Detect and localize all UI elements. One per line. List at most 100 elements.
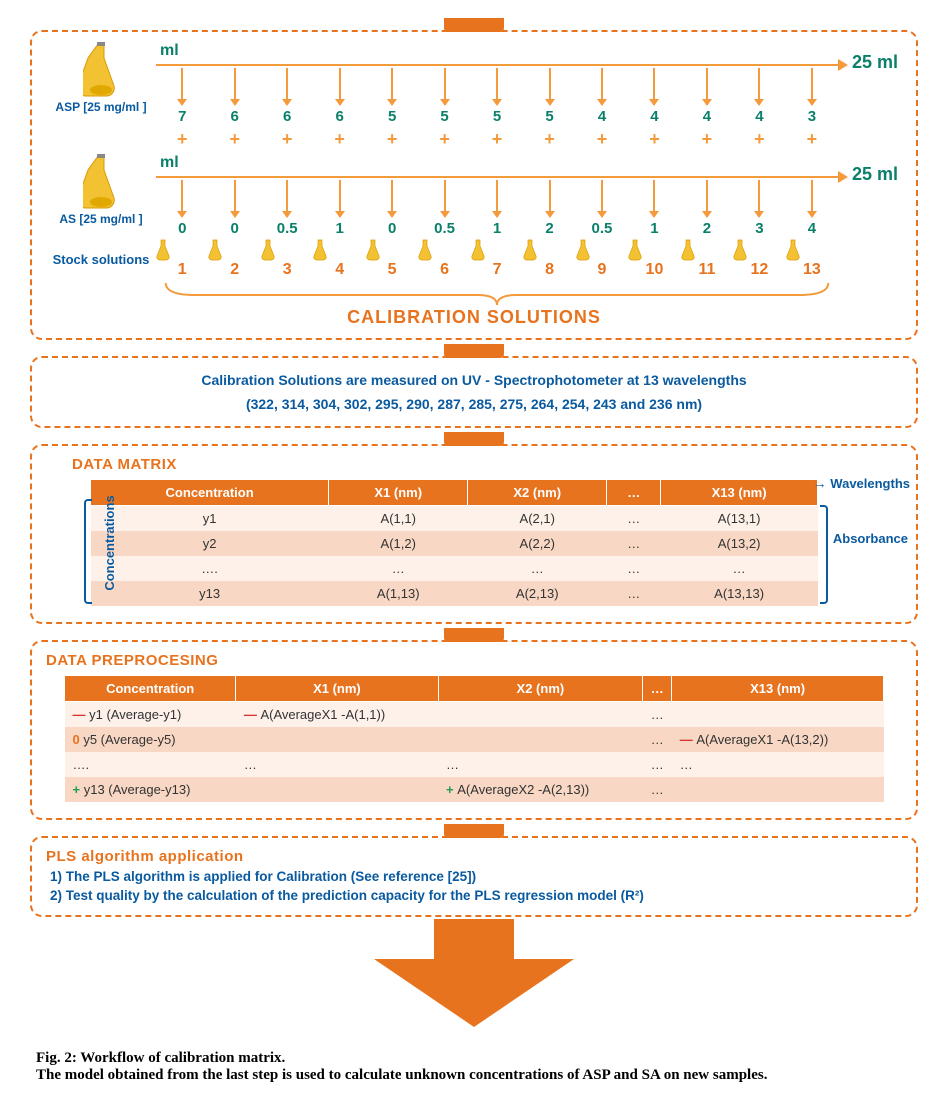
- endcap-1: 25 ml: [852, 52, 898, 73]
- bracket-right: [820, 505, 828, 604]
- prep-header: …: [643, 676, 672, 702]
- solution-number: 7: [471, 261, 523, 279]
- matrix-title: DATA MATRIX: [72, 456, 836, 473]
- value-cell: 0.5: [418, 180, 470, 237]
- value-cell: 0: [208, 180, 260, 237]
- asp-label: ASP [25 mg/ml ]: [46, 100, 156, 114]
- value-cell: 1: [628, 180, 680, 237]
- prep-header: X13 (nm): [672, 676, 884, 702]
- plus-signs: +++++++++++++: [156, 129, 838, 150]
- prep-header: X2 (nm): [438, 676, 643, 702]
- concentrations-label: Concentrations: [102, 495, 117, 590]
- plus-sign: +: [156, 129, 208, 150]
- uv-line2: (322, 314, 304, 302, 295, 290, 287, 285,…: [46, 392, 902, 416]
- plus-row: +++++++++++++: [46, 129, 902, 150]
- plus-sign: +: [786, 129, 838, 150]
- solution-number: 13: [786, 261, 838, 279]
- solution-numbers: 12345678910111213: [156, 261, 838, 279]
- value-cell: 6: [208, 68, 260, 125]
- prep-title: DATA PREPROCESING: [46, 652, 902, 669]
- value-cell: 0: [156, 180, 208, 237]
- mini-flask-icon: [366, 237, 418, 261]
- table-row: y13A(1,13)A(2,13)…A(13,13): [91, 581, 818, 606]
- plus-sign: +: [366, 129, 418, 150]
- table-row: 0 y5 (Average-y5)…— A(AverageX1 -A(13,2)…: [65, 727, 884, 752]
- plus-sign: +: [313, 129, 365, 150]
- asp-down-arrows: 7666555544443: [156, 68, 838, 125]
- brace: [156, 281, 838, 307]
- plus-sign: +: [471, 129, 523, 150]
- value-cell: 4: [576, 68, 628, 125]
- table-row: ….…………: [65, 752, 884, 777]
- solution-number: 11: [681, 261, 733, 279]
- absorbance-label: Absorbance: [833, 531, 908, 546]
- value-cell: 5: [471, 68, 523, 125]
- solution-number: 10: [628, 261, 680, 279]
- plus-sign: +: [628, 129, 680, 150]
- plus-sign: +: [418, 129, 470, 150]
- value-cell: 2: [681, 180, 733, 237]
- plus-sign: +: [576, 129, 628, 150]
- value-cell: 5: [523, 68, 575, 125]
- table-row: y1A(1,1)A(2,1)…A(13,1): [91, 506, 818, 532]
- matrix-header: …: [607, 480, 661, 506]
- flask-as-icon: [83, 154, 119, 210]
- value-cell: 1: [471, 180, 523, 237]
- plus-sign: +: [523, 129, 575, 150]
- uv-line1: Calibration Solutions are measured on UV…: [46, 368, 902, 392]
- value-cell: 5: [366, 68, 418, 125]
- matrix-header: Concentration: [91, 480, 329, 506]
- pls-panel: PLS algorithm application 1) The PLS alg…: [30, 836, 918, 917]
- caption-sub: The model obtained from the last step is…: [36, 1067, 767, 1083]
- as-row: AS [25 mg/ml ] Stock solutions ml 25 ml …: [46, 154, 902, 307]
- mini-flask-icon: [628, 237, 680, 261]
- value-cell: 0: [366, 180, 418, 237]
- mini-flask-icon: [786, 237, 838, 261]
- connector-1: [444, 344, 504, 358]
- table-row: — y1 (Average-y1)— A(AverageX1 -A(1,1))…: [65, 702, 884, 728]
- value-cell: 2: [523, 180, 575, 237]
- stock-label: Stock solutions: [46, 252, 156, 267]
- figure-caption: Fig. 2: Workflow of calibration matrix. …: [36, 1050, 918, 1084]
- as-down-arrows: 000.5100.5120.51234: [156, 180, 838, 237]
- solution-number: 6: [418, 261, 470, 279]
- solution-number: 9: [576, 261, 628, 279]
- value-cell: 5: [418, 68, 470, 125]
- value-cell: 6: [261, 68, 313, 125]
- mini-flask-icon: [418, 237, 470, 261]
- mini-flask-icon: [313, 237, 365, 261]
- solution-number: 8: [523, 261, 575, 279]
- calibration-panel: ASP [25 mg/ml ] ml 25 ml 7666555544443 +…: [30, 30, 918, 340]
- pls-line2: 2) Test quality by the calculation of th…: [50, 888, 902, 903]
- value-cell: 4: [786, 180, 838, 237]
- calibration-title: CALIBRATION SOLUTIONS: [46, 307, 902, 328]
- bracket-left: [84, 499, 92, 604]
- plus-sign: +: [681, 129, 733, 150]
- mini-flask-icon: [261, 237, 313, 261]
- prep-table: ConcentrationX1 (nm)X2 (nm)…X13 (nm)— y1…: [64, 675, 884, 802]
- matrix-header: X13 (nm): [661, 480, 818, 506]
- solution-number: 1: [156, 261, 208, 279]
- mini-flask-icon: [156, 237, 208, 261]
- matrix-table: ConcentrationX1 (nm)X2 (nm)…X13 (nm)y1A(…: [90, 479, 818, 606]
- solution-number: 3: [261, 261, 313, 279]
- asp-row: ASP [25 mg/ml ] ml 25 ml 7666555544443: [46, 42, 902, 125]
- plus-sign: +: [261, 129, 313, 150]
- big-down-arrow: [30, 919, 918, 1034]
- value-cell: 4: [733, 68, 785, 125]
- as-label: AS [25 mg/ml ]: [46, 212, 156, 226]
- mini-flask-icon: [523, 237, 575, 261]
- asp-main-arrow: 25 ml: [156, 64, 838, 66]
- value-cell: 0.5: [261, 180, 313, 237]
- value-cell: 4: [681, 68, 733, 125]
- table-row: ….…………: [91, 556, 818, 581]
- solution-number: 5: [366, 261, 418, 279]
- preprocessing-panel: DATA PREPROCESING ConcentrationX1 (nm)X2…: [30, 640, 918, 820]
- mini-flask-icon: [471, 237, 523, 261]
- data-matrix-panel: DATA MATRIX Concentrations → Wavelengths…: [30, 444, 918, 624]
- uv-panel: Calibration Solutions are measured on UV…: [30, 356, 918, 428]
- matrix-header: X1 (nm): [329, 480, 468, 506]
- value-cell: 3: [786, 68, 838, 125]
- plus-sign: +: [733, 129, 785, 150]
- value-cell: 3: [733, 180, 785, 237]
